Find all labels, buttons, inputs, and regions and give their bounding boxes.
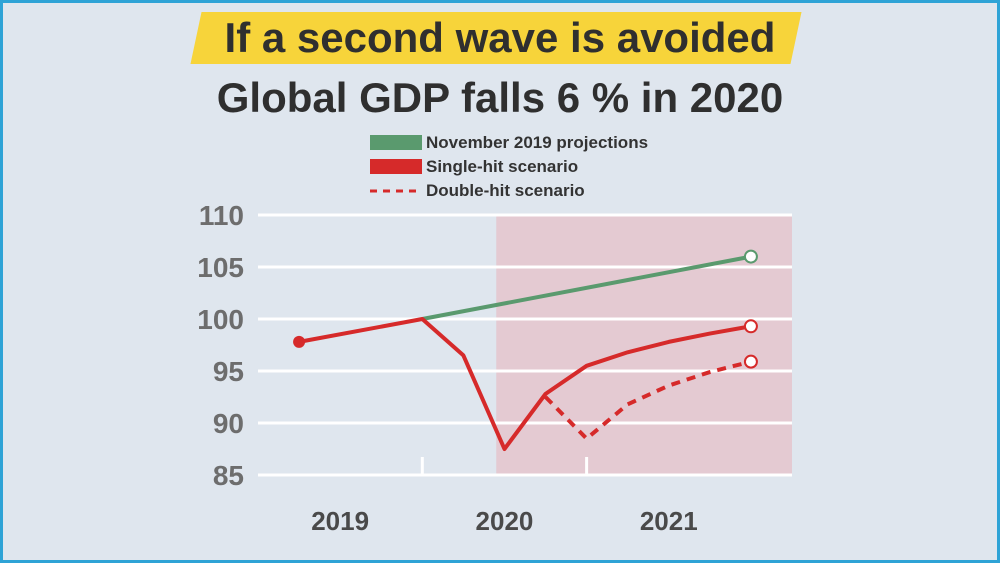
y-tick-label: 90 — [213, 408, 244, 439]
x-axis: 2019 2020 2021 — [258, 457, 792, 536]
x-tick-label: 2019 — [311, 506, 369, 536]
y-tick-label: 105 — [197, 252, 244, 283]
y-tick-label: 100 — [197, 304, 244, 335]
series-lines — [293, 249, 758, 451]
legend-label: Double-hit scenario — [426, 181, 585, 200]
legend-swatch — [370, 135, 422, 150]
series-line — [421, 254, 752, 321]
legend-label: Single-hit scenario — [426, 157, 578, 176]
y-axis-ticks: 110 105 100 95 90 85 — [197, 200, 244, 491]
headline: If a second wave is avoided — [224, 14, 776, 61]
series-end-marker — [743, 319, 758, 334]
series-end-marker — [743, 249, 758, 264]
series-line — [544, 359, 752, 441]
series-line — [298, 317, 752, 451]
series-end-marker — [743, 354, 758, 369]
subheadline: Global GDP falls 6 % in 2020 — [216, 74, 784, 121]
legend-swatch — [370, 159, 422, 174]
legend: November 2019 projections Single-hit scen… — [370, 133, 648, 200]
series-start-marker — [293, 335, 306, 348]
x-tick-label: 2021 — [640, 506, 698, 536]
y-tick-label: 85 — [213, 460, 244, 491]
y-tick-label: 110 — [199, 200, 244, 231]
y-tick-label: 95 — [213, 356, 244, 387]
x-tick-label: 2020 — [476, 506, 534, 536]
legend-label: November 2019 projections — [426, 133, 648, 152]
